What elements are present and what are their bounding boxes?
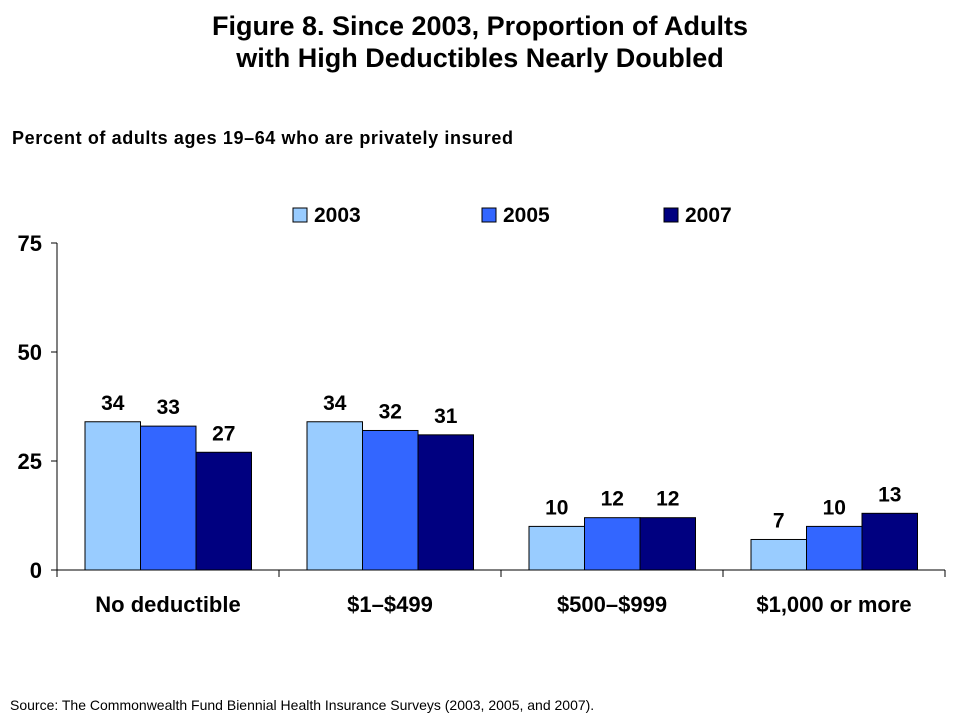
data-label: 12: [656, 488, 679, 511]
legend-swatch-2003: [292, 207, 308, 223]
bar-2005: [584, 517, 641, 571]
data-label: 12: [601, 488, 624, 511]
bar-2005: [140, 425, 197, 571]
bar-2003: [528, 525, 585, 571]
bar-2003: [306, 421, 363, 571]
legend-label: 2005: [503, 204, 550, 227]
data-label: 7: [773, 509, 785, 532]
legend-label: 2007: [685, 204, 732, 227]
x-category-label: $1–$499: [347, 592, 433, 617]
data-label: 34: [323, 392, 347, 415]
chart-subtitle: Percent of adults ages 19–64 who are pri…: [12, 128, 514, 148]
source-note: Source: The Commonwealth Fund Biennial H…: [10, 697, 595, 713]
data-label: 33: [157, 396, 180, 419]
legend-swatch-2005: [481, 207, 497, 223]
bar-2007: [861, 512, 918, 571]
y-tick-label: 50: [18, 340, 42, 365]
bar-2005: [362, 429, 419, 571]
bar-2003: [750, 538, 807, 571]
chart-title: Figure 8. Since 2003, Proportion of Adul…: [0, 10, 960, 74]
x-category-label: $500–$999: [557, 592, 667, 617]
legend-label: 2003: [314, 204, 361, 227]
data-label: 32: [379, 400, 402, 423]
x-category-label: $1,000 or more: [756, 592, 911, 617]
data-label: 10: [545, 496, 568, 519]
data-label: 31: [434, 405, 458, 428]
legend-swatch-2007: [663, 207, 679, 223]
data-label: 13: [878, 483, 901, 506]
bar-2005: [806, 525, 863, 571]
data-label: 27: [212, 422, 235, 445]
chart-title-line-2: with High Deductibles Nearly Doubled: [236, 43, 724, 73]
y-tick-label: 75: [18, 231, 42, 256]
data-label: 10: [823, 496, 846, 519]
y-tick-label: 25: [18, 449, 42, 474]
x-category-label: No deductible: [95, 592, 240, 617]
data-label: 34: [101, 392, 125, 415]
y-tick-label: 0: [30, 558, 42, 583]
bar-2007: [195, 451, 252, 571]
chart-title-line-1: Figure 8. Since 2003, Proportion of Adul…: [211, 11, 749, 41]
bar-2007: [417, 434, 474, 571]
bar-2007: [639, 517, 696, 571]
bar-2003: [84, 421, 141, 571]
